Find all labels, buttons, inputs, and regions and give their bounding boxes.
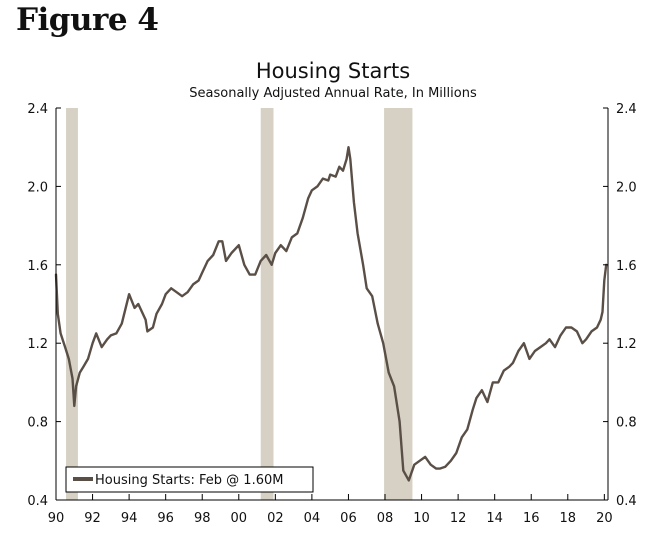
x-tick-label: 14 [486, 511, 503, 526]
x-tick-label: 06 [340, 511, 357, 526]
y-tick-label-left: 1.2 [27, 337, 48, 352]
chart-title: Housing Starts [256, 59, 410, 83]
recession-band-0 [66, 108, 78, 500]
axes: 0.4 0.4 0.8 0.8 1.2 1.2 1.6 1.6 2.0 2.0 2.4 2.4 90 92… [27, 102, 636, 526]
y-tick-label-right: 1.2 [616, 337, 637, 352]
x-tick-label: 00 [231, 511, 248, 526]
x-tick-label: 12 [450, 511, 467, 526]
y-tick-label-left: 0.8 [27, 416, 48, 431]
x-tick-label: 96 [157, 511, 174, 526]
x-tick-label: 02 [267, 511, 284, 526]
y-tick-label-right: 2.0 [616, 180, 637, 195]
legend-box [65, 466, 314, 493]
x-tick-label: 04 [304, 511, 321, 526]
x-tick-label: 08 [377, 511, 394, 526]
recession-band-2 [384, 108, 413, 500]
x-tick-label: 20 [596, 511, 613, 526]
x-tick-label: 10 [413, 511, 430, 526]
y-tick-label-left: 2.4 [27, 102, 48, 117]
y-tick-label-right: 0.8 [616, 416, 637, 431]
x-tick-label: 90 [48, 511, 65, 526]
x-tick-label: 16 [523, 511, 540, 526]
recession-bands [66, 108, 413, 500]
figure-label: Figure 4 [16, 2, 159, 38]
y-tick-label-right: 2.4 [616, 102, 637, 117]
chart-subtitle: Seasonally Adjusted Annual Rate, In Mill… [189, 86, 477, 101]
y-tick-label-left: 1.6 [27, 259, 48, 274]
legend: Housing Starts: Feb @ 1.60M [65, 466, 314, 493]
y-tick-label-left: 0.4 [27, 494, 48, 509]
x-tick-label: 98 [194, 511, 211, 526]
x-tick-label: 94 [121, 511, 138, 526]
y-tick-label-left: 2.0 [27, 180, 48, 195]
series-line-0 [54, 146, 608, 482]
recession-band-1 [260, 108, 274, 500]
y-tick-label-right: 1.6 [616, 259, 637, 274]
x-tick-label: 92 [84, 511, 101, 526]
legend-label: Housing Starts: Feb @ 1.60M [95, 473, 283, 488]
y-tick-label-right: 0.4 [616, 494, 637, 509]
x-tick-label: 18 [560, 511, 577, 526]
series-lines [54, 146, 608, 482]
